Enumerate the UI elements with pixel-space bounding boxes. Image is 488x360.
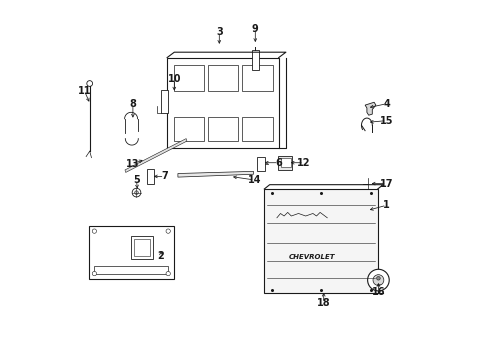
Bar — [147, 169, 153, 184]
Text: 15: 15 — [379, 116, 393, 126]
Circle shape — [92, 271, 96, 276]
Bar — [280, 158, 290, 167]
Bar — [257, 157, 265, 171]
Text: 9: 9 — [251, 24, 258, 34]
Circle shape — [166, 271, 170, 276]
Text: 5: 5 — [133, 175, 140, 185]
Text: CHEVROLET: CHEVROLET — [288, 255, 334, 260]
Circle shape — [372, 275, 383, 285]
Circle shape — [134, 191, 138, 194]
Text: 17: 17 — [379, 179, 393, 189]
Bar — [94, 266, 168, 274]
Text: 1: 1 — [383, 200, 389, 210]
Text: 11: 11 — [78, 86, 91, 96]
Bar — [264, 189, 377, 293]
Text: 12: 12 — [297, 158, 310, 168]
Text: 13: 13 — [126, 159, 140, 169]
Text: 18: 18 — [316, 298, 330, 308]
Text: 4: 4 — [383, 99, 389, 109]
Text: 8: 8 — [129, 99, 136, 109]
Text: 10: 10 — [167, 74, 181, 84]
Circle shape — [87, 81, 92, 86]
Text: 16: 16 — [371, 287, 385, 297]
Circle shape — [376, 276, 380, 280]
Bar — [207, 65, 238, 91]
Circle shape — [132, 188, 141, 197]
Circle shape — [166, 229, 170, 233]
Polygon shape — [365, 102, 375, 115]
Bar — [242, 117, 272, 141]
Text: 3: 3 — [216, 27, 222, 37]
Bar — [242, 65, 272, 91]
Text: 14: 14 — [247, 175, 261, 185]
Bar — [134, 239, 150, 256]
Text: 7: 7 — [161, 171, 167, 181]
Circle shape — [92, 229, 96, 233]
Polygon shape — [178, 171, 253, 177]
Bar — [89, 226, 173, 279]
Bar — [207, 117, 238, 141]
Polygon shape — [125, 139, 186, 172]
Bar — [131, 236, 153, 259]
Bar — [173, 65, 204, 91]
Bar — [277, 156, 292, 170]
Bar — [251, 50, 258, 70]
Bar — [173, 117, 204, 141]
Circle shape — [367, 269, 388, 291]
Text: 2: 2 — [157, 251, 164, 261]
Bar — [167, 58, 278, 148]
Bar — [161, 90, 168, 113]
Text: 6: 6 — [275, 158, 282, 168]
